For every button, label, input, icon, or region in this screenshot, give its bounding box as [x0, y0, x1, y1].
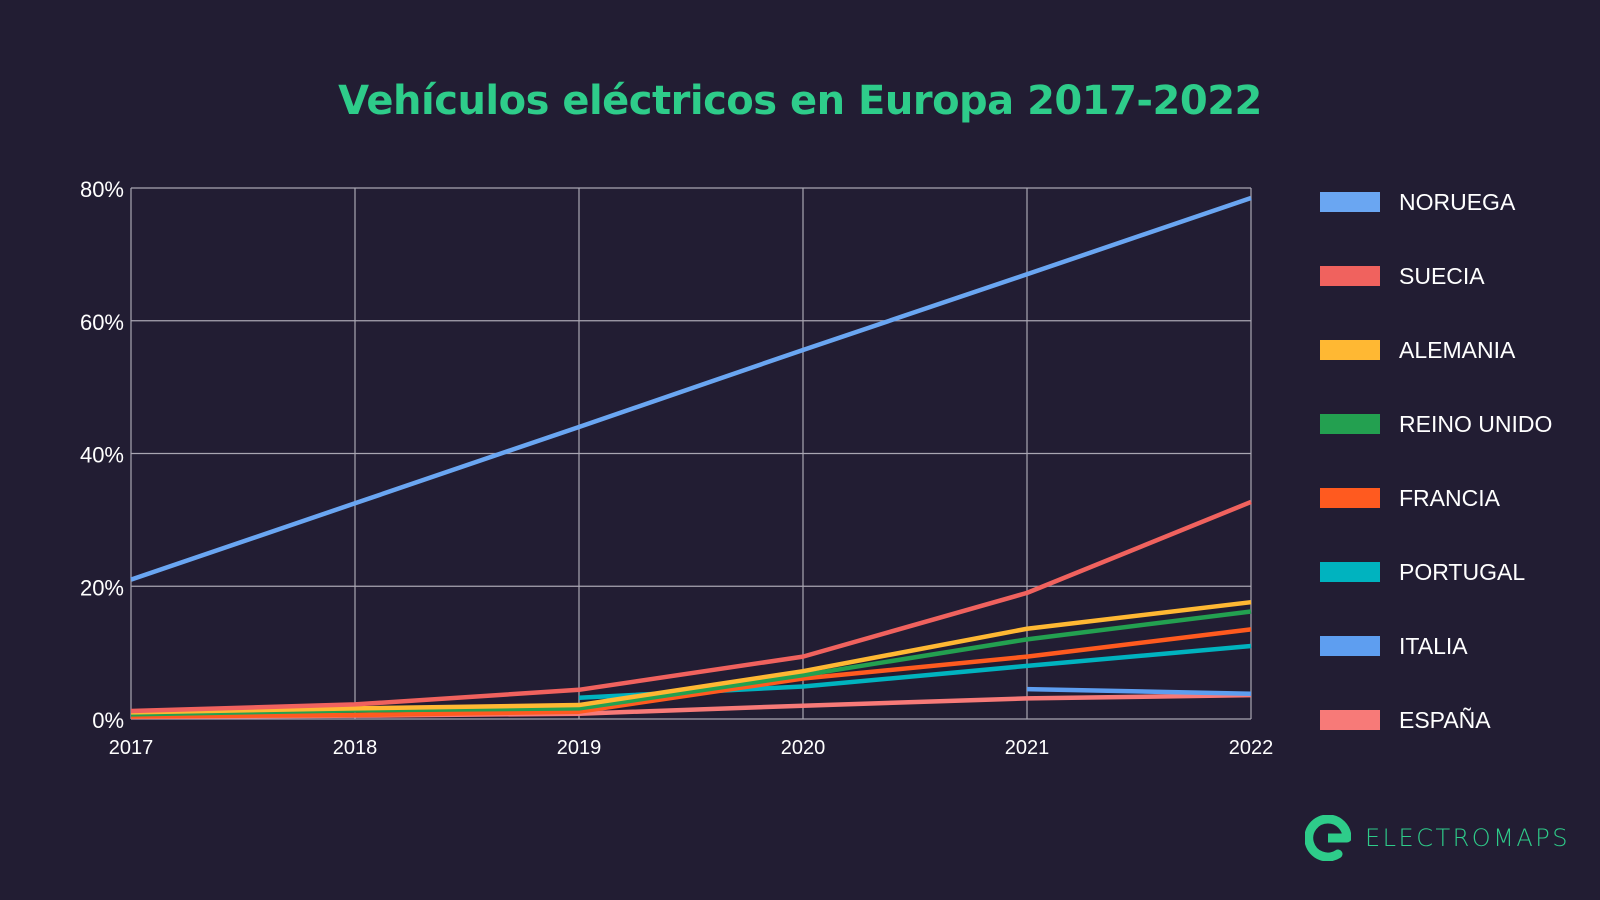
legend-item: PORTUGAL: [1320, 558, 1526, 585]
series-line-francia: [130, 627, 1252, 719]
electromaps-logo-icon: [1305, 815, 1351, 861]
y-tick-label: 60%: [80, 310, 124, 335]
series-lines: [130, 195, 1252, 720]
legend-item: ITALIA: [1320, 632, 1468, 659]
legend-swatch: [1320, 266, 1380, 286]
legend-item: SUECIA: [1320, 262, 1485, 289]
x-tick-label: 2021: [1005, 737, 1050, 759]
tick-labels: 2017 2018 2019 2020 2021 2022 0% 20% 40% 60% 80%: [80, 177, 1273, 759]
x-tick-label: 2022: [1229, 737, 1274, 759]
y-tick-label: 20%: [80, 575, 124, 600]
legend-item: FRANCIA: [1320, 484, 1500, 511]
y-tick-label: 40%: [80, 443, 124, 468]
legend-label: ESPAÑA: [1399, 706, 1491, 733]
legend-swatch: [1320, 340, 1380, 360]
legend-label: SUECIA: [1399, 262, 1485, 289]
grid: [130, 187, 1252, 720]
legend-swatch: [1320, 636, 1380, 656]
legend-label: FRANCIA: [1399, 484, 1500, 511]
legend-item: REINO UNIDO: [1320, 410, 1553, 437]
series-line-alemania: [130, 599, 1252, 715]
legend-label: REINO UNIDO: [1399, 410, 1553, 437]
legend-item: ALEMANIA: [1320, 336, 1516, 363]
x-tick-label: 2017: [109, 737, 154, 759]
legend-swatch: [1320, 488, 1380, 508]
series-line-suecia: [130, 499, 1252, 714]
legend-swatch: [1320, 710, 1380, 730]
legend-label: ALEMANIA: [1399, 336, 1516, 363]
legend-item: NORUEGA: [1320, 188, 1516, 215]
legend-swatch: [1320, 192, 1380, 212]
series-line-italia: [1026, 686, 1252, 697]
legend-label: ITALIA: [1399, 632, 1468, 659]
legend-label: NORUEGA: [1399, 188, 1516, 215]
electromaps-logo: ELECTROMAPS: [1305, 815, 1570, 861]
legend-swatch: [1320, 414, 1380, 434]
x-tick-label: 2020: [781, 737, 826, 759]
series-line-noruega: [130, 195, 1252, 582]
x-tick-label: 2018: [333, 737, 378, 759]
legend-item: ESPAÑA: [1320, 706, 1491, 733]
x-tick-label: 2019: [557, 737, 602, 759]
legend-label: PORTUGAL: [1399, 558, 1526, 585]
legend-swatch: [1320, 562, 1380, 582]
brand-name: ELECTROMAPS: [1365, 824, 1571, 852]
chart-title: Vehículos eléctricos en Europa 2017-2022: [338, 78, 1262, 124]
y-tick-label: 0%: [92, 708, 124, 733]
y-tick-label: 80%: [80, 177, 124, 202]
